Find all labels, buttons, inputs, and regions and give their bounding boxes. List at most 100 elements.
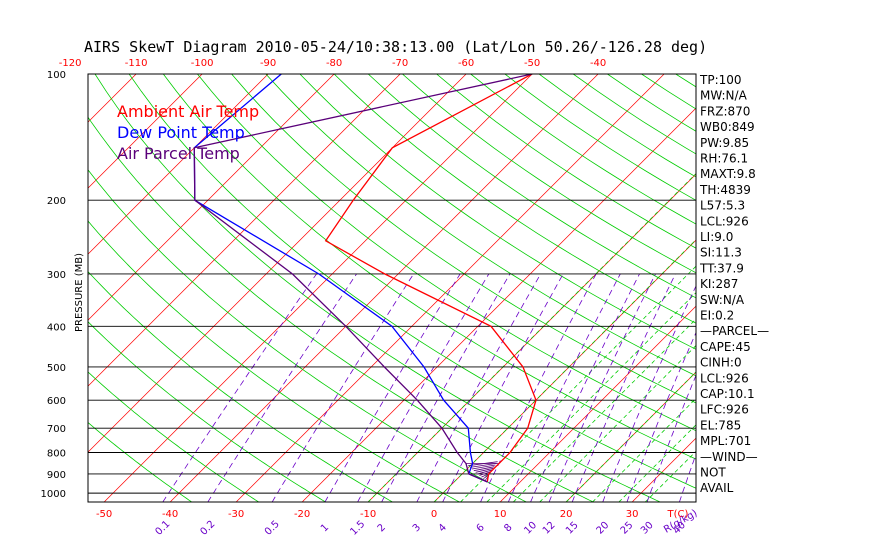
mixing-ratio-tick-label: 10 [522, 520, 539, 537]
dry-adiabat-line [88, 169, 527, 502]
legend-entry: Air Parcel Temp [117, 144, 240, 163]
mixing-ratio-tick-label: 0.5 [263, 519, 282, 538]
pressure-tick-label: 700 [47, 424, 66, 435]
index-label: TH:4839 [699, 183, 751, 197]
plot-frame [87, 73, 697, 503]
mixing-ratio-line [530, 273, 640, 502]
mixing-ratio-tick-label: 6 [475, 522, 487, 534]
top-temp-ticks: -120 -110 -100 -90 -80 -70 -60 -50 -40 [59, 58, 607, 69]
isotherm-line [499, 305, 696, 502]
index-label: LFC:926 [700, 403, 749, 417]
moist-adiabat-line [618, 424, 696, 502]
index-label: WB0:849 [700, 120, 755, 134]
mixing-ratio-line [626, 331, 696, 502]
index-label: LCL:926 [700, 371, 749, 385]
isotherm-line [830, 74, 870, 502]
chart-title: AIRS SkewT Diagram 2010-05-24/10:38:13.0… [84, 38, 707, 56]
dry-adiabat-line [88, 421, 192, 502]
dry-adiabat-line [299, 74, 696, 350]
bottom-temp-tick-label: -30 [228, 509, 244, 520]
dry-adiabat-line [88, 371, 259, 502]
top-temp-tick-label: -120 [59, 58, 82, 69]
mixing-ratio-line [381, 273, 511, 502]
mixing-ratio-line [571, 273, 676, 502]
moist-adiabat-line [539, 344, 696, 502]
pressure-tick-label: 1000 [41, 489, 66, 500]
top-temp-tick-label: -110 [125, 58, 148, 69]
index-label: EL:785 [700, 418, 741, 432]
pressure-tick-label: 300 [47, 270, 66, 281]
moist-adiabat-line [645, 450, 696, 502]
index-label: RH:76.1 [700, 152, 748, 166]
legend: Ambient Air Temp Dew Point Temp Air Parcel… [117, 102, 259, 163]
dry-adiabat-line [231, 74, 696, 404]
bottom-temp-tick-label: -40 [162, 509, 178, 520]
hatch-line [470, 462, 497, 468]
index-label: —WIND— [700, 450, 758, 464]
mixing-ratio-line [442, 273, 564, 502]
dry-adiabat-line [88, 116, 594, 502]
mixing-ratio-tick-label: 8 [502, 522, 514, 534]
isotherm-line [88, 74, 401, 387]
mixing-ratio-line [646, 374, 696, 502]
moist-adiabat-line [565, 371, 696, 502]
mixing-ratio-line [507, 273, 621, 502]
mixing-ratio-tick-label: 30 [639, 520, 656, 537]
index-label: LI:9.0 [700, 230, 733, 244]
mixing-ratio-tick-label: 1 [319, 522, 331, 534]
isotherm-line [88, 74, 467, 453]
index-label: CAP:10.1 [700, 387, 755, 401]
legend-entry: Ambient Air Temp [117, 102, 259, 121]
pressure-tick-label: 800 [47, 449, 66, 460]
isotherm-line [0, 74, 4, 502]
pressure-tick-label: 100 [47, 70, 66, 81]
mixing-ratio-tick-label: 2 [376, 522, 388, 534]
mixing-ratio-line [480, 273, 597, 502]
index-label: NOT [700, 466, 726, 480]
index-label: MPL:701 [700, 434, 751, 448]
bottom-temp-tick-label: -20 [294, 509, 310, 520]
pressure-tick-label: 500 [47, 363, 66, 374]
dry-adiabat-line [402, 74, 696, 274]
dry-adiabat-line [265, 74, 696, 377]
mixing-ratio-line [162, 273, 317, 502]
index-label: KI:287 [700, 277, 738, 291]
bottom-temp-tick-label: 30 [626, 509, 639, 520]
dry-adiabat-line [333, 74, 696, 324]
top-temp-tick-label: -40 [590, 58, 606, 69]
pressure-tick-label: 200 [47, 196, 66, 207]
top-temp-tick-label: -100 [191, 58, 214, 69]
bottom-axis-label: T(C) [667, 509, 689, 520]
isotherm-line [88, 74, 335, 321]
hatch-line [477, 469, 493, 475]
pressure-ticks: 100 200 300 400 500 600 700 800 900 1000 [41, 70, 66, 500]
index-label: MAXT:9.8 [700, 167, 756, 181]
index-label: TP:100 [699, 73, 742, 87]
mixing-ratio-line [548, 273, 656, 502]
mixing-ratio-tick-label: 4 [437, 522, 449, 534]
pressure-tick-label: 400 [47, 322, 66, 333]
dry-adiabat-line [128, 74, 696, 489]
index-label: LCL:926 [700, 214, 749, 228]
dry-adiabat-line [162, 74, 696, 460]
hatch-line [471, 464, 496, 470]
index-label: CINH:0 [700, 356, 742, 370]
hatch-line [468, 461, 498, 467]
isobars [88, 199, 696, 494]
index-label: —PARCEL— [700, 324, 769, 338]
mixing-ratio-tick-label: 1.5 [348, 519, 367, 538]
y-axis-label: PRESSURE (MB) [74, 253, 85, 332]
index-label: CAPE:45 [700, 340, 751, 354]
bottom-temp-tick-label: 10 [494, 509, 507, 520]
parcel-temp-line [193, 74, 533, 483]
isotherm-line [88, 74, 203, 189]
legend-entry: Dew Point Temp [117, 123, 245, 142]
moist-adiabat-line [433, 239, 696, 502]
mixing-ratio-line [357, 273, 490, 502]
dry-adiabat-line [436, 74, 696, 249]
mixing-ratio-tick-label: 3 [411, 522, 423, 534]
dry-adiabat-line [88, 220, 460, 502]
index-label: PW:9.85 [700, 136, 749, 150]
index-label: FRZ:870 [700, 104, 750, 118]
